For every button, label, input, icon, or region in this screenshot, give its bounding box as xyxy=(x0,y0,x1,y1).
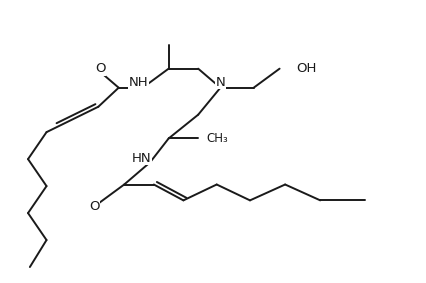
Text: CH₃: CH₃ xyxy=(206,132,228,145)
Text: OH: OH xyxy=(296,62,316,75)
Text: N: N xyxy=(216,76,225,89)
Text: O: O xyxy=(95,62,106,75)
Text: HN: HN xyxy=(132,152,152,165)
Text: NH: NH xyxy=(129,76,148,89)
Text: O: O xyxy=(89,200,100,213)
